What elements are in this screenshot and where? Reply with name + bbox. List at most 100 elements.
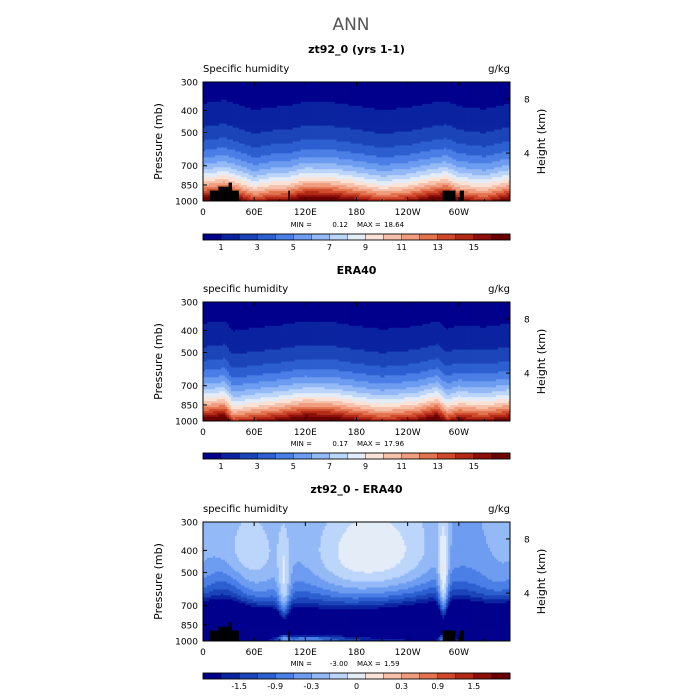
heatmap-cell (355, 90, 357, 92)
heatmap-cell (366, 143, 368, 145)
heatmap-cell (287, 102, 289, 104)
heatmap-cell (424, 126, 426, 128)
heatmap-cell (283, 126, 285, 128)
heatmap-cell (494, 84, 496, 86)
heatmap-cell (267, 102, 269, 104)
heatmap-cell (484, 108, 486, 110)
heatmap-cell (378, 90, 380, 92)
heatmap-cell (474, 108, 476, 110)
heatmap-cell (291, 114, 293, 116)
heatmap-cell (452, 90, 454, 92)
heatmap-cell (353, 102, 355, 104)
heatmap-cell (345, 120, 347, 122)
heatmap-cell (436, 143, 438, 145)
heatmap-cell (231, 126, 233, 128)
heatmap-cell (462, 120, 464, 122)
heatmap-cell (357, 114, 359, 116)
heatmap-cell (402, 120, 404, 122)
heatmap-cell (249, 108, 251, 110)
heatmap-cell (301, 132, 303, 134)
heatmap-cell (488, 84, 490, 86)
heatmap-cell (243, 132, 245, 134)
heatmap-cell (313, 108, 315, 110)
panel-title: zt92_0 (yrs 1-1) (308, 43, 405, 56)
heatmap-cell (464, 108, 466, 110)
heatmap-cell (458, 132, 460, 134)
heatmap-cell (366, 114, 368, 116)
heatmap-cell (460, 96, 462, 98)
heatmap-cell (370, 84, 372, 86)
heatmap-cell (209, 96, 211, 98)
heatmap-cell (229, 102, 231, 104)
heatmap-cell (277, 90, 279, 92)
heatmap-cell (335, 108, 337, 110)
heatmap-cell (432, 138, 434, 140)
heatmap-cell (358, 102, 360, 104)
heatmap-cell (442, 96, 444, 98)
heatmap-cell (480, 90, 482, 92)
heatmap-cell (317, 143, 319, 145)
heatmap-cell (384, 108, 386, 110)
heatmap-cell (283, 114, 285, 116)
heatmap-cell (285, 132, 287, 134)
heatmap-cell (372, 138, 374, 140)
heatmap-cell (329, 90, 331, 92)
heatmap-cell (454, 108, 456, 110)
heatmap-cell (464, 96, 466, 98)
heatmap-cell (366, 96, 368, 98)
heatmap-cell (295, 84, 297, 86)
heatmap-cell (478, 96, 480, 98)
heatmap-cell (255, 102, 257, 104)
heatmap-cell (378, 102, 380, 104)
heatmap-cell (355, 143, 357, 145)
heatmap-cell (321, 102, 323, 104)
heatmap-cell (396, 84, 398, 86)
heatmap-cell (374, 84, 376, 86)
heatmap-cell (283, 108, 285, 110)
heatmap-cell (444, 126, 446, 128)
heatmap-cell (424, 102, 426, 104)
heatmap-cell (247, 114, 249, 116)
heatmap-cell (454, 143, 456, 145)
heatmap-cell (265, 120, 267, 122)
heatmap-cell (323, 84, 325, 86)
heatmap-cell (368, 132, 370, 134)
heatmap-cell (494, 138, 496, 140)
heatmap-cell (412, 84, 414, 86)
heatmap-cell (424, 96, 426, 98)
heatmap-cell (205, 96, 207, 98)
heatmap-cell (339, 120, 341, 122)
heatmap-cell (327, 102, 329, 104)
heatmap-cell (434, 84, 436, 86)
heatmap-cell (380, 126, 382, 128)
heatmap-cell (205, 126, 207, 128)
heatmap-cell (247, 90, 249, 92)
heatmap-cell (438, 90, 440, 92)
heatmap-cell (428, 96, 430, 98)
heatmap-cell (466, 114, 468, 116)
heatmap-cell (502, 102, 504, 104)
heatmap-cell (279, 96, 281, 98)
heatmap-cell (488, 138, 490, 140)
heatmap-cell (416, 138, 418, 140)
heatmap-cell (452, 96, 454, 98)
heatmap-cell (416, 102, 418, 104)
heatmap-cell (351, 143, 353, 145)
heatmap-cell (339, 126, 341, 128)
heatmap-cell (500, 102, 502, 104)
heatmap-cell (313, 143, 315, 145)
heatmap-cell (480, 102, 482, 104)
heatmap-cell (456, 90, 458, 92)
heatmap-cell (205, 120, 207, 122)
heatmap-cell (428, 132, 430, 134)
heatmap-cell (482, 96, 484, 98)
heatmap-cell (303, 138, 305, 140)
heatmap-cell (307, 90, 309, 92)
heatmap-cell (237, 132, 239, 134)
heatmap-cell (303, 126, 305, 128)
heatmap-cell (364, 108, 366, 110)
heatmap-cell (209, 132, 211, 134)
heatmap-cell (370, 102, 372, 104)
heatmap-cell (472, 108, 474, 110)
heatmap-cell (307, 132, 309, 134)
